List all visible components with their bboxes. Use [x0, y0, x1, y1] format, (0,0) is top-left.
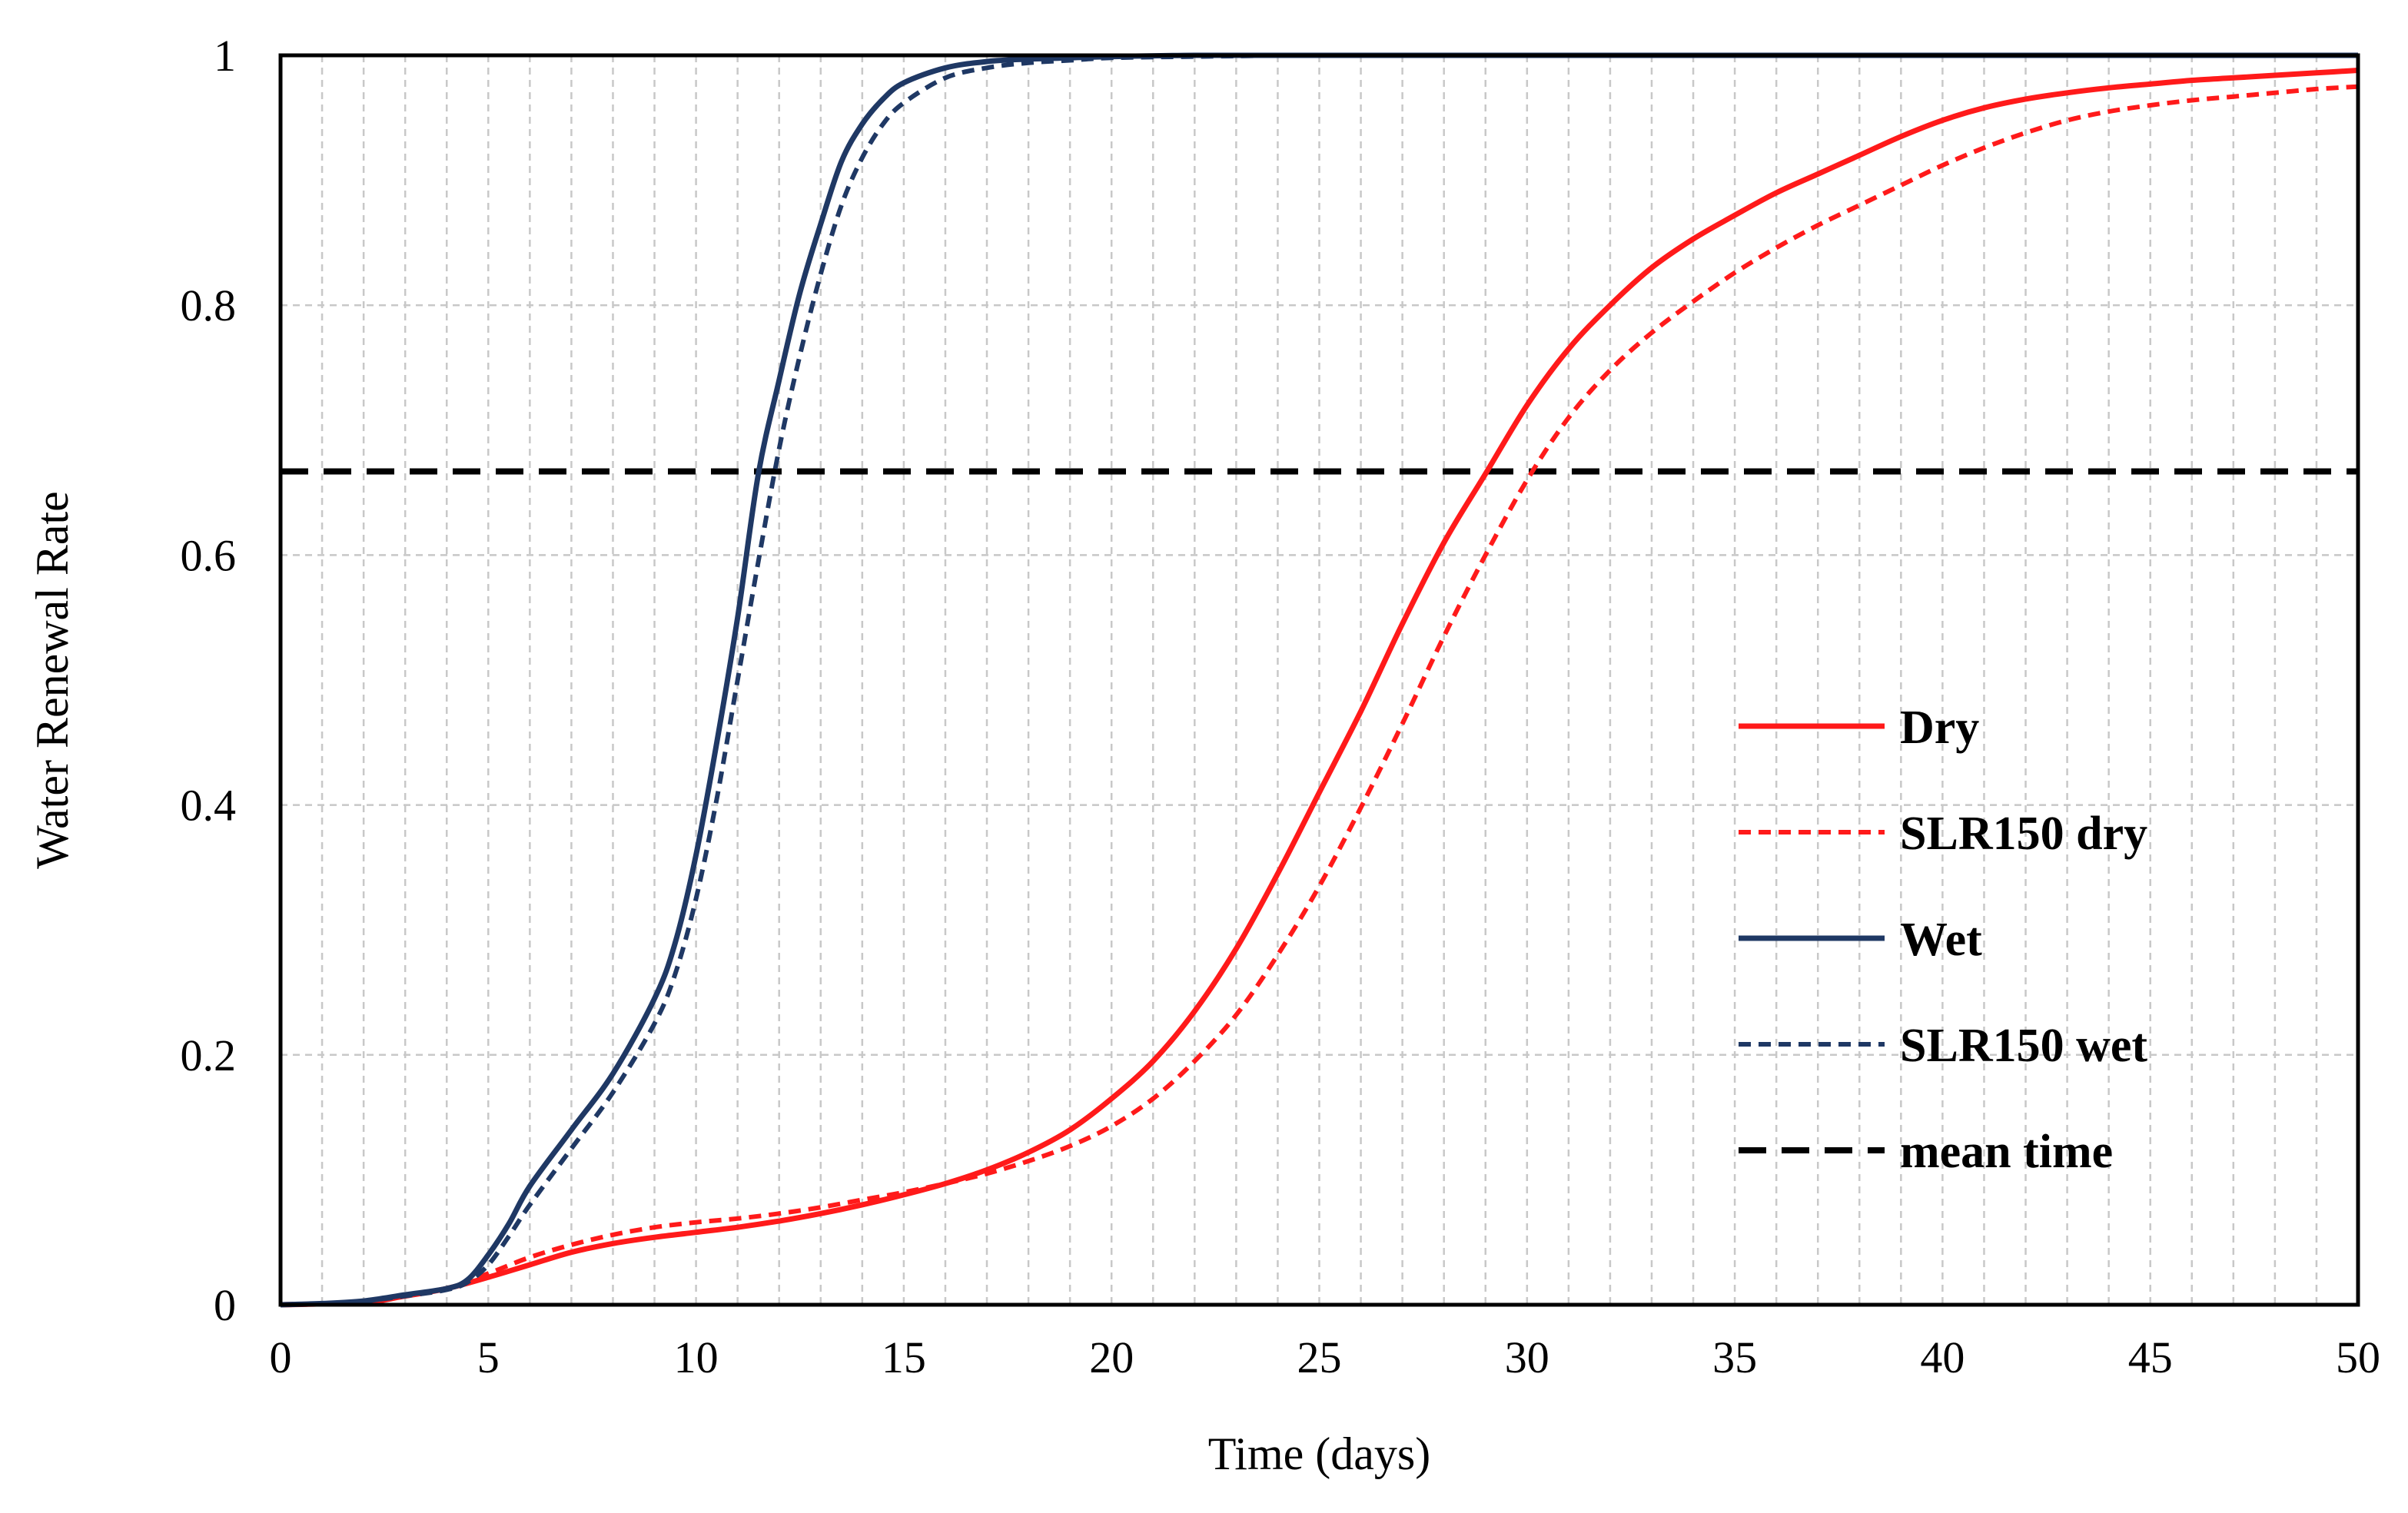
y-tick-label: 1 — [214, 31, 236, 81]
legend-label-slr150-wet: SLR150 wet — [1900, 1020, 2147, 1072]
y-tick-label: 0.6 — [181, 530, 237, 580]
y-tick-label: 0.2 — [181, 1030, 237, 1080]
x-axis-title: Time (days) — [1208, 1428, 1430, 1479]
x-tick-label: 30 — [1505, 1332, 1549, 1382]
y-axis-tick-labels: 0 0.2 0.4 0.6 0.8 1 — [181, 31, 237, 1330]
legend-label-mean-time: mean time — [1900, 1126, 2113, 1178]
x-tick-label: 5 — [477, 1332, 500, 1382]
legend-label-slr150-dry: SLR150 dry — [1900, 808, 2147, 860]
series-line-dry — [280, 68, 2359, 1308]
x-tick-label: 35 — [1712, 1332, 1757, 1382]
x-tick-label: 0 — [270, 1332, 292, 1382]
x-tick-label: 10 — [674, 1332, 719, 1382]
y-tick-label: 0.8 — [181, 280, 237, 330]
x-tick-label: 20 — [1089, 1332, 1134, 1382]
x-tick-label: 45 — [2128, 1332, 2173, 1382]
y-tick-label: 0 — [214, 1280, 236, 1330]
legend-label-dry: Dry — [1900, 702, 1979, 754]
series-line-slr150-dry — [280, 84, 2359, 1307]
x-tick-label: 50 — [2336, 1332, 2380, 1382]
y-tick-label: 0.4 — [181, 781, 237, 831]
legend-label-wet: Wet — [1900, 914, 1982, 966]
x-tick-label: 25 — [1297, 1332, 1342, 1382]
legend: Dry SLR150 dry Wet SLR150 wet mean time — [1739, 702, 2147, 1178]
x-tick-label: 40 — [1920, 1332, 1965, 1382]
x-tick-label: 15 — [882, 1332, 926, 1382]
x-axis-tick-labels: 0 5 10 15 20 25 30 35 40 45 50 — [270, 1332, 2381, 1382]
plot-frame — [278, 53, 2360, 1307]
y-axis-title: Water Renewal Rate — [27, 491, 78, 869]
